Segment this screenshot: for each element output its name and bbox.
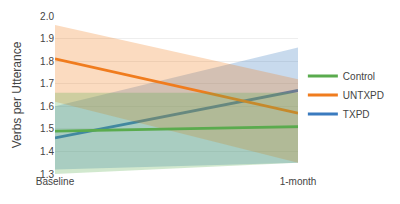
svg-text:1.7: 1.7 (40, 78, 54, 89)
svg-text:2.0: 2.0 (40, 11, 54, 22)
svg-text:1.9: 1.9 (40, 33, 54, 44)
svg-text:1.5: 1.5 (40, 123, 54, 134)
svg-text:Baseline: Baseline (36, 176, 75, 187)
svg-text:Control: Control (343, 71, 375, 82)
svg-text:1.3: 1.3 (40, 169, 54, 180)
svg-text:Verbs per Utterance: Verbs per Utterance (10, 41, 24, 148)
svg-text:1-month: 1-month (280, 176, 317, 187)
svg-text:1.8: 1.8 (40, 56, 54, 67)
svg-text:UNTXPD: UNTXPD (343, 90, 384, 101)
svg-text:1.4: 1.4 (40, 146, 54, 157)
svg-text:1.6: 1.6 (40, 101, 54, 112)
svg-text:TXPD: TXPD (343, 109, 370, 120)
